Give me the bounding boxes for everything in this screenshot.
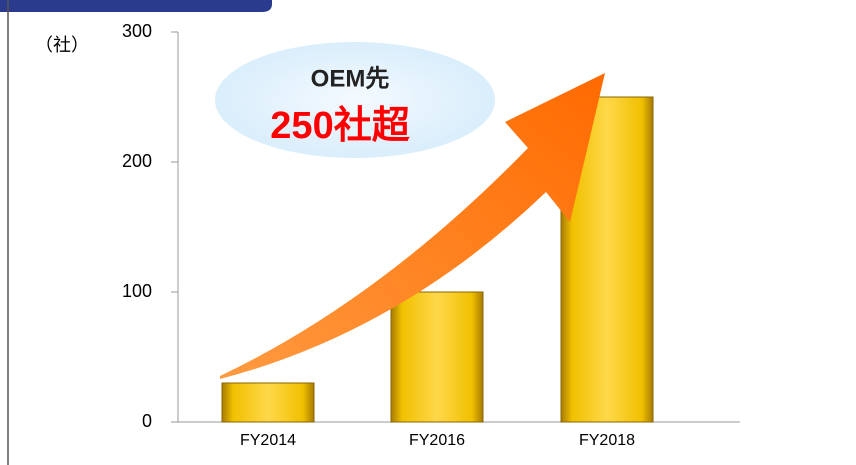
callout-bubble — [215, 42, 495, 158]
y-axis-label: （社） — [35, 35, 89, 55]
y-tick-label: 200 — [122, 151, 152, 171]
x-tick-label: FY2016 — [409, 432, 465, 449]
y-tick-label: 0 — [142, 411, 152, 431]
header-tab — [0, 0, 272, 12]
growth-arrow — [220, 73, 605, 379]
annotation: OEM先 — [311, 65, 390, 92]
annotation: 250社超 — [270, 105, 410, 147]
x-tick-label: FY2018 — [579, 432, 635, 449]
y-tick-label: 100 — [122, 281, 152, 301]
y-tick-label: 300 — [122, 21, 152, 41]
bar — [221, 382, 315, 423]
x-tick-label: FY2014 — [240, 432, 296, 449]
bar — [390, 291, 484, 423]
